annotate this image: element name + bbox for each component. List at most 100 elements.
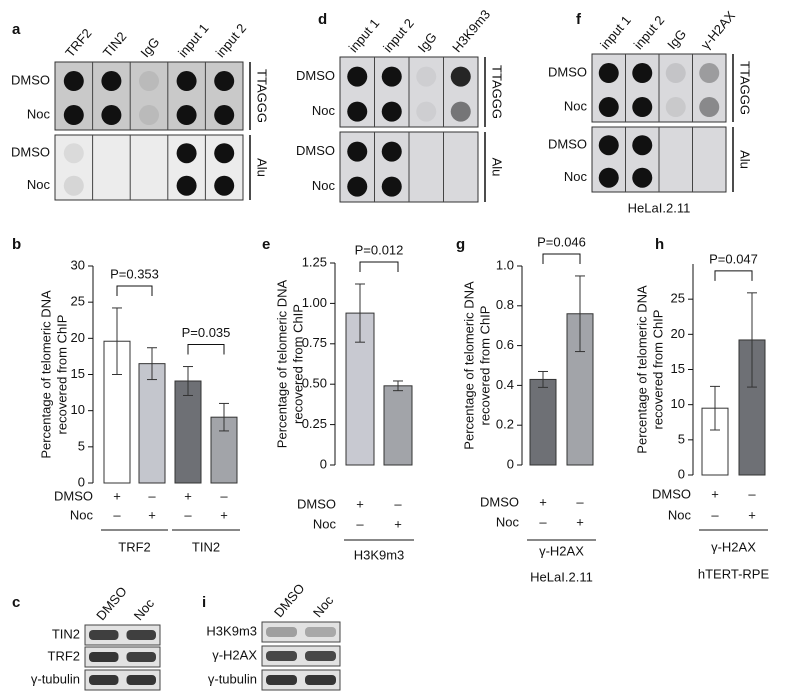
condition-mark: + (113, 488, 121, 503)
row-label: Noc (564, 98, 588, 113)
dot (214, 71, 235, 92)
row-label: TRF2 (48, 648, 81, 663)
group-label: γ-H2AX (539, 543, 584, 558)
row-label: Noc (27, 106, 51, 121)
group-label: γ-H2AX (711, 539, 756, 554)
bar (174, 380, 202, 484)
row-label: γ-tubulin (208, 671, 257, 686)
y-axis-title: recovered from ChIP (650, 310, 665, 430)
condition-mark: + (711, 486, 719, 501)
error-bar (219, 402, 229, 432)
band (89, 675, 119, 685)
condition-mark: + (220, 507, 228, 522)
dot (63, 175, 84, 196)
p-value: P=0.035 (182, 325, 231, 340)
y-axis-title: recovered from ChIP (290, 304, 305, 424)
condition-mark: – (220, 488, 228, 503)
group-label: TRF2 (118, 539, 151, 554)
dot (176, 105, 197, 126)
column-label: TIN2 (100, 29, 130, 60)
y-tick-label: 0.75 (302, 335, 327, 350)
chart-caption: HeLaI.2.11 (530, 569, 593, 584)
condition-label: Noc (313, 516, 337, 531)
dot (347, 66, 368, 87)
dot (176, 175, 197, 196)
dot (416, 101, 437, 122)
condition-label: DMSO (297, 496, 336, 511)
condition-mark: – (711, 507, 719, 522)
y-axis-title: Percentage of telomeric DNA (38, 290, 53, 459)
condition-label: DMSO (54, 488, 93, 503)
blot-strip (261, 621, 341, 643)
panel-label: d (318, 11, 327, 28)
panel-label: g (456, 236, 465, 253)
p-value: P=0.046 (537, 234, 586, 249)
y-tick-label: 20 (71, 330, 85, 345)
dot (665, 63, 686, 84)
error-bar (393, 380, 403, 392)
dot (381, 176, 402, 197)
dot (381, 101, 402, 122)
band (266, 627, 297, 637)
y-axis-title: Percentage of telomeric DNA (634, 285, 649, 454)
column-label: DMSO (93, 584, 130, 624)
column-label: input 2 (380, 16, 417, 56)
row-label: γ-tubulin (31, 671, 80, 686)
error-bar (538, 370, 548, 388)
row-label: TIN2 (52, 626, 80, 641)
y-tick-label: 15 (671, 361, 685, 376)
condition-label: Noc (496, 514, 520, 529)
dot (101, 71, 122, 92)
column-label: Noc (131, 595, 158, 623)
dot (598, 63, 619, 84)
bar (383, 385, 413, 466)
y-tick-label: 25 (71, 294, 85, 309)
row-label: DMSO (548, 64, 587, 79)
probe-label: Alu (255, 158, 270, 177)
error-bar (710, 385, 720, 431)
band (305, 675, 336, 685)
band (126, 630, 156, 640)
row-label: DMSO (296, 143, 335, 158)
y-tick-label: 0 (320, 456, 327, 471)
row-label: Noc (564, 169, 588, 184)
condition-mark: + (576, 514, 584, 529)
significance-bracket (359, 261, 399, 273)
dot (139, 71, 159, 92)
condition-label: Noc (70, 507, 94, 522)
significance-bracket (187, 344, 225, 355)
probe-label: Alu (490, 158, 505, 177)
y-axis-title: Percentage of telomeric DNA (461, 281, 476, 450)
dot (347, 176, 368, 197)
y-tick-label: 0.4 (496, 377, 514, 392)
column-label: IgG (137, 34, 162, 60)
column-label: IgG (664, 26, 689, 52)
condition-mark: – (539, 514, 547, 529)
column-label: γ-H2AX (698, 8, 738, 52)
condition-mark: + (748, 507, 756, 522)
probe-label: TTAGGG (738, 61, 753, 115)
band (126, 675, 156, 685)
column-label: TRF2 (62, 26, 94, 61)
condition-mark: + (394, 516, 402, 531)
y-tick-label: 20 (671, 326, 685, 341)
y-axis-title: recovered from ChIP (54, 315, 69, 435)
band (305, 627, 336, 637)
condition-mark: – (394, 496, 402, 511)
dot (450, 66, 471, 87)
dot (416, 66, 437, 87)
condition-label: Noc (668, 507, 692, 522)
y-axis-title: Percentage of telomeric DNA (274, 279, 289, 448)
dot (139, 105, 159, 126)
panel-label: i (202, 594, 206, 611)
significance-bracket (714, 270, 753, 281)
column-label: H3K9m3 (449, 7, 493, 55)
dot (632, 97, 653, 118)
y-tick-label: 0 (78, 474, 85, 489)
error-bar (147, 347, 157, 381)
condition-mark: – (576, 494, 584, 509)
error-bar (747, 292, 757, 388)
y-tick-label: 0.25 (302, 416, 327, 431)
column-label: input 2 (213, 21, 250, 61)
y-tick-label: 1.25 (302, 254, 327, 269)
